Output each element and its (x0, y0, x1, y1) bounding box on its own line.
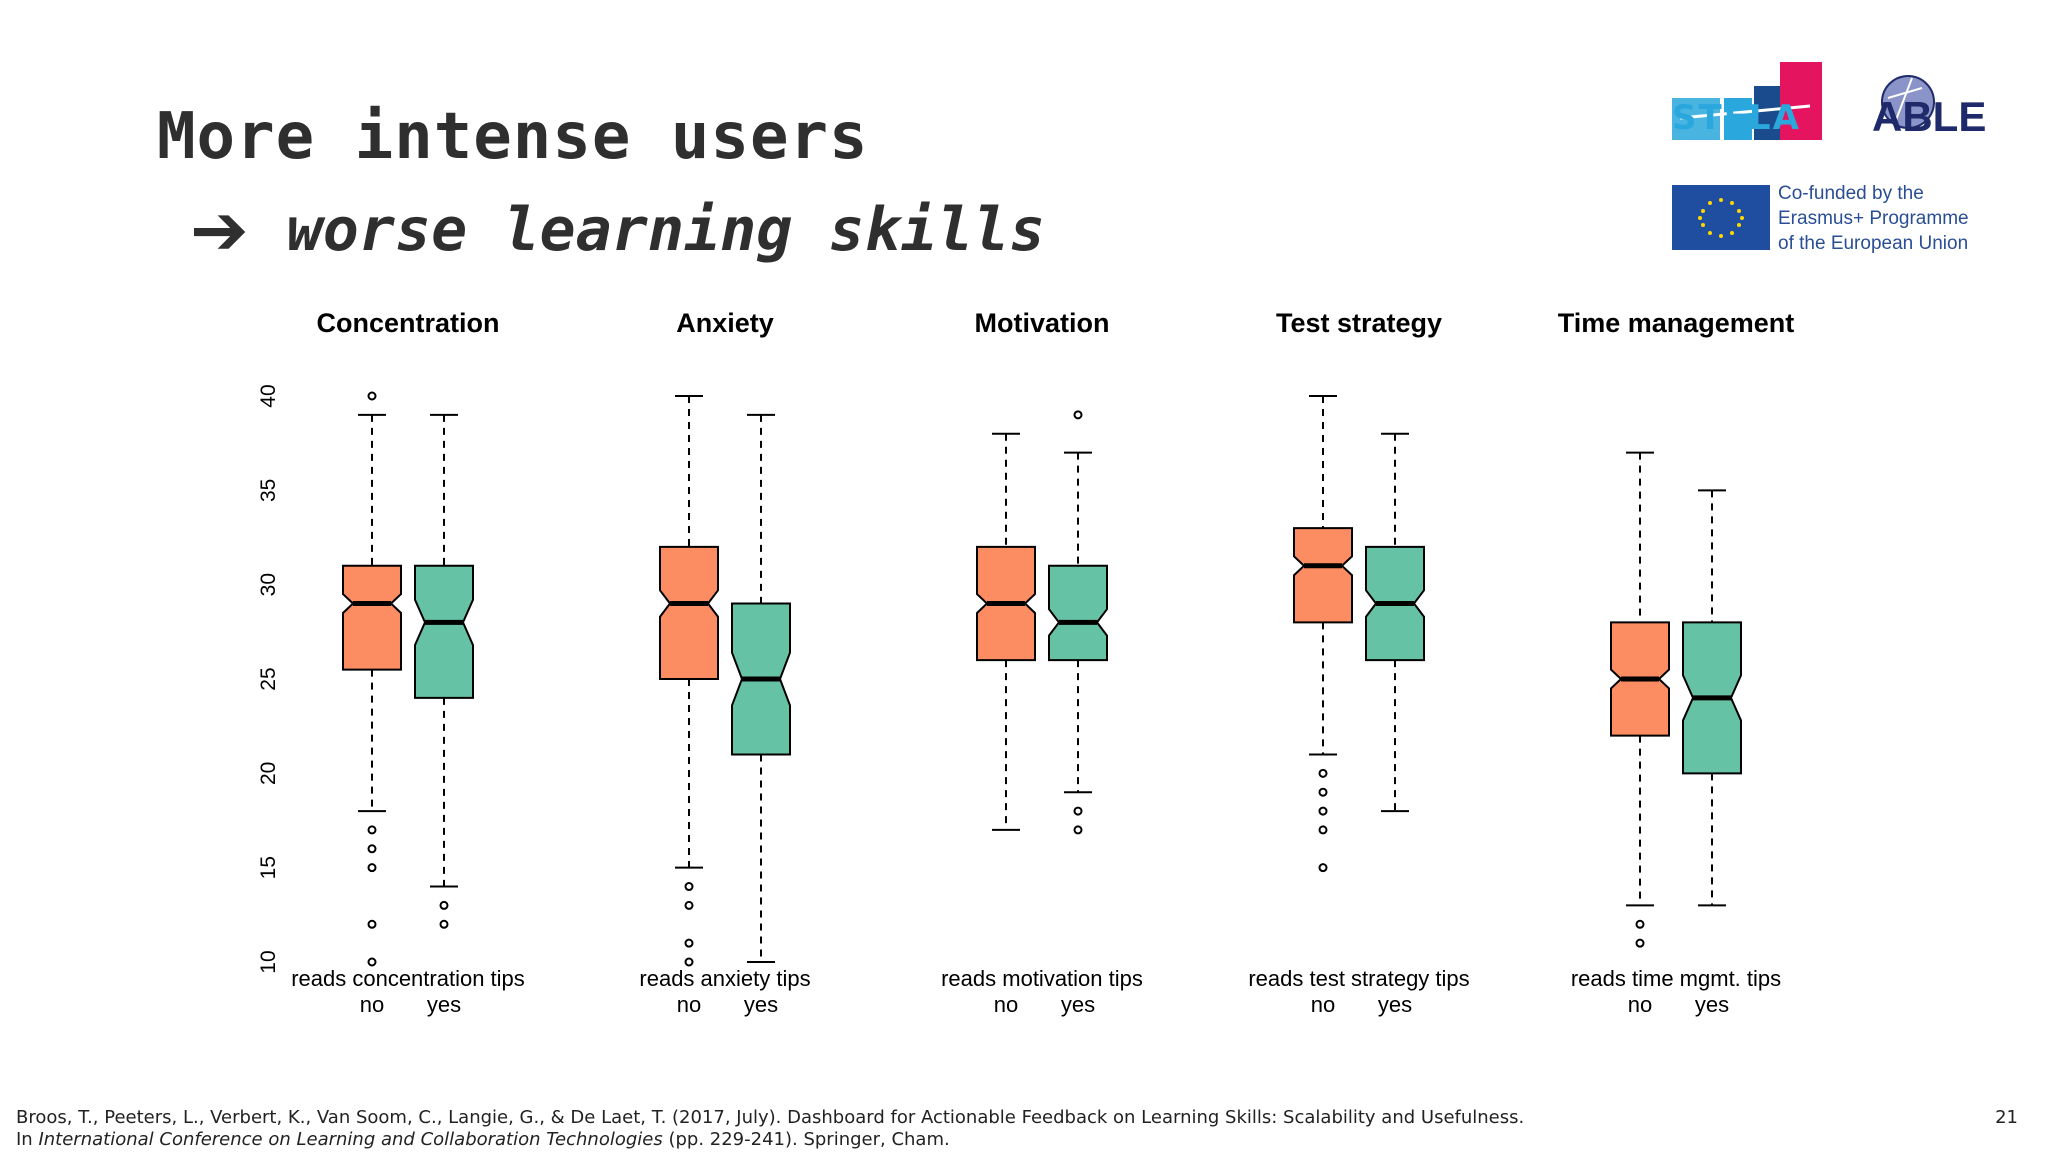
y-tick-label: 40 (257, 384, 280, 407)
box-no (342, 564, 402, 671)
citation-line-2: In International Conference on Learning … (16, 1129, 1524, 1151)
outlier-point (1073, 825, 1083, 835)
group-label: yes (1695, 992, 1729, 1017)
subtitle-row: ➔ worse learning skills (190, 195, 1045, 265)
eu-line-2: Erasmus+ Programme (1778, 208, 1969, 229)
x-axis-label: reads time mgmt. tips (1571, 966, 1781, 991)
right-arrow-icon: ➔ (190, 189, 249, 271)
outlier-point (684, 882, 694, 892)
outlier-point (367, 825, 377, 835)
outlier-point (1073, 410, 1083, 420)
citation-venue: International Conference on Learning and… (38, 1129, 663, 1150)
outlier-point (684, 957, 694, 967)
group-label: yes (1378, 992, 1412, 1017)
able-globe-icon (1881, 75, 1935, 129)
outlier-point (1318, 863, 1328, 873)
slide-subtitle: worse learning skills (286, 195, 1046, 265)
citation: Broos, T., Peeters, L., Verbert, K., Van… (16, 1107, 1524, 1151)
group-label: no (1311, 992, 1335, 1017)
outlier-point (367, 919, 377, 929)
panel-title: Test strategy (1276, 308, 1442, 338)
y-tick-label: 25 (257, 667, 280, 690)
outlier-point (684, 938, 694, 948)
y-tick-label: 35 (257, 479, 280, 502)
x-axis-label: reads anxiety tips (639, 966, 810, 991)
x-axis-label: reads motivation tips (941, 966, 1143, 991)
outlier-point (1318, 787, 1328, 797)
panel-title: Concentration (316, 308, 499, 338)
citation-prefix: In (16, 1129, 39, 1150)
slide-title: More intense users (157, 100, 869, 174)
outlier-point (367, 863, 377, 873)
outlier-point (1635, 938, 1645, 948)
outlier-point (1073, 806, 1083, 816)
panel-title: Time management (1558, 308, 1795, 338)
outlier-point (1318, 825, 1328, 835)
outlier-point (439, 919, 449, 929)
eu-flag-icon (1672, 185, 1770, 250)
eu-line-1: Co-funded by the (1778, 183, 1924, 204)
outlier-point (1318, 806, 1328, 816)
outlier-point (367, 844, 377, 854)
stela-logo-text: STELA (1672, 98, 1801, 138)
stela-logo (1672, 62, 1822, 140)
panel-title: Motivation (975, 308, 1110, 338)
able-logo-text: ABLE (1872, 93, 1987, 140)
group-label: yes (744, 992, 778, 1017)
box-no (659, 545, 719, 680)
box-no (1293, 527, 1353, 624)
group-label: no (360, 992, 384, 1017)
y-tick-label: 30 (257, 573, 280, 596)
group-label: no (1628, 992, 1652, 1017)
box-yes (414, 564, 474, 699)
citation-line-1: Broos, T., Peeters, L., Verbert, K., Van… (16, 1107, 1525, 1128)
x-axis-label: reads test strategy tips (1248, 966, 1469, 991)
outlier-point (1318, 768, 1328, 778)
x-axis-label: reads concentration tips (291, 966, 525, 991)
group-label: no (994, 992, 1018, 1017)
citation-suffix: (pp. 229-241). Springer, Cham. (662, 1129, 950, 1150)
group-label: yes (1061, 992, 1095, 1017)
outlier-point (367, 957, 377, 967)
group-label: no (677, 992, 701, 1017)
boxplot-chart: 10 15 20 25 30 35 40 Concentration reads concent… (257, 308, 1795, 1017)
eu-line-3: of the European Union (1778, 233, 1969, 254)
panel-title: Anxiety (676, 308, 774, 338)
page-number: 21 (1995, 1107, 2018, 1128)
eu-funding-text: Co-funded by the Erasmus+ Programme of t… (1778, 181, 2008, 256)
group-label: yes (427, 992, 461, 1017)
outlier-point (684, 900, 694, 910)
outlier-point (1635, 919, 1645, 929)
outlier-point (367, 391, 377, 401)
y-tick-label: 10 (257, 950, 280, 973)
partner-logos (1672, 62, 1935, 250)
outlier-point (439, 900, 449, 910)
y-tick-label: 15 (257, 856, 280, 879)
y-tick-label: 20 (257, 762, 280, 785)
box-yes (1048, 564, 1108, 662)
